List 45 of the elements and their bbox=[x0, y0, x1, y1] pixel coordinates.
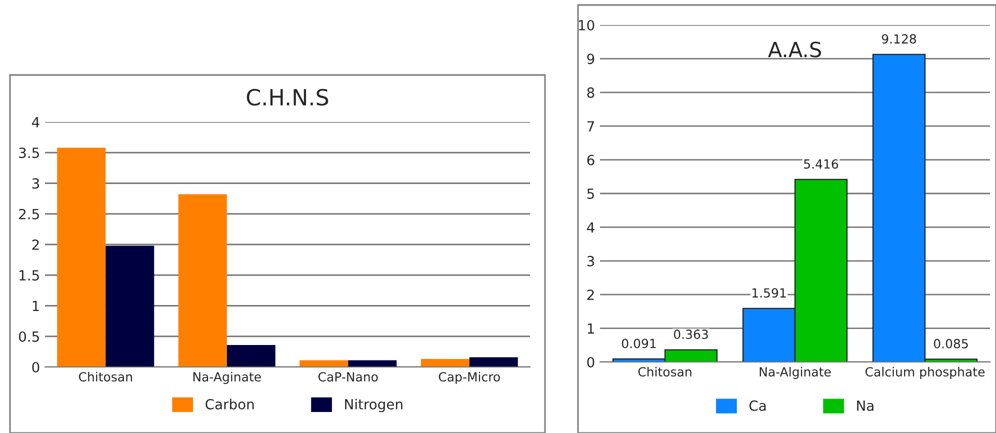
x-tick-label: Chitosan bbox=[78, 372, 132, 382]
y-tick-label: 4 bbox=[586, 222, 594, 232]
legend-label: Carbon bbox=[206, 398, 254, 410]
bar bbox=[106, 246, 154, 367]
legend-label: Nitrogen bbox=[345, 398, 402, 412]
y-tick-label: 6 bbox=[587, 154, 594, 166]
bar bbox=[469, 357, 518, 367]
y-tick-label: 3 bbox=[587, 256, 594, 266]
y-tick-label: 0 bbox=[32, 362, 40, 372]
y-tick-label: 4 bbox=[32, 117, 40, 128]
bar bbox=[420, 359, 470, 367]
x-tick-label: CaP-Nano bbox=[318, 372, 378, 382]
bar bbox=[226, 344, 276, 367]
x-tick-label: Na-Aginate bbox=[193, 372, 261, 384]
y-tick-label: 3 bbox=[32, 178, 40, 189]
data-label: 5.416 bbox=[804, 159, 838, 169]
y-tick-label: 7 bbox=[587, 121, 594, 132]
y-tick-label: 1 bbox=[588, 323, 594, 334]
y-tick-label: 5 bbox=[587, 188, 594, 199]
chart-title: C.H.N.S bbox=[246, 88, 328, 106]
data-label: 1.591 bbox=[752, 288, 786, 298]
data-label: 9.128 bbox=[882, 34, 916, 44]
data-label: 0.363 bbox=[674, 330, 708, 340]
y-tick-label: 10 bbox=[578, 20, 594, 30]
text: A.A.S bbox=[768, 42, 821, 58]
legend-label: Na bbox=[857, 400, 874, 411]
y-tick-label: 2 bbox=[587, 290, 594, 300]
y-tick-label: 2 bbox=[32, 239, 39, 250]
y-tick-label: 1.5 bbox=[20, 270, 39, 281]
y-tick-label: 8 bbox=[587, 87, 594, 98]
bar bbox=[178, 194, 227, 367]
data-label: 0.091 bbox=[622, 338, 656, 348]
y-tick-label: 0.5 bbox=[18, 331, 39, 342]
y-tick-label: 1 bbox=[32, 300, 39, 312]
y-tick-label: 3.5 bbox=[19, 148, 39, 158]
bar bbox=[57, 148, 106, 367]
x-tick-label: Cap-Micro bbox=[438, 372, 500, 384]
y-tick-label: 0 bbox=[587, 356, 594, 368]
x-tick-label: Na-Alginate bbox=[760, 366, 831, 379]
data-label: 0.085 bbox=[934, 338, 968, 348]
legend-label: Ca bbox=[749, 400, 766, 411]
x-tick-label: Chitosan bbox=[638, 366, 692, 377]
y-tick-label: 9 bbox=[587, 54, 594, 64]
x-tick-label: Calcium phosphate bbox=[866, 366, 985, 379]
y-tick-label: 2.5 bbox=[19, 208, 39, 220]
